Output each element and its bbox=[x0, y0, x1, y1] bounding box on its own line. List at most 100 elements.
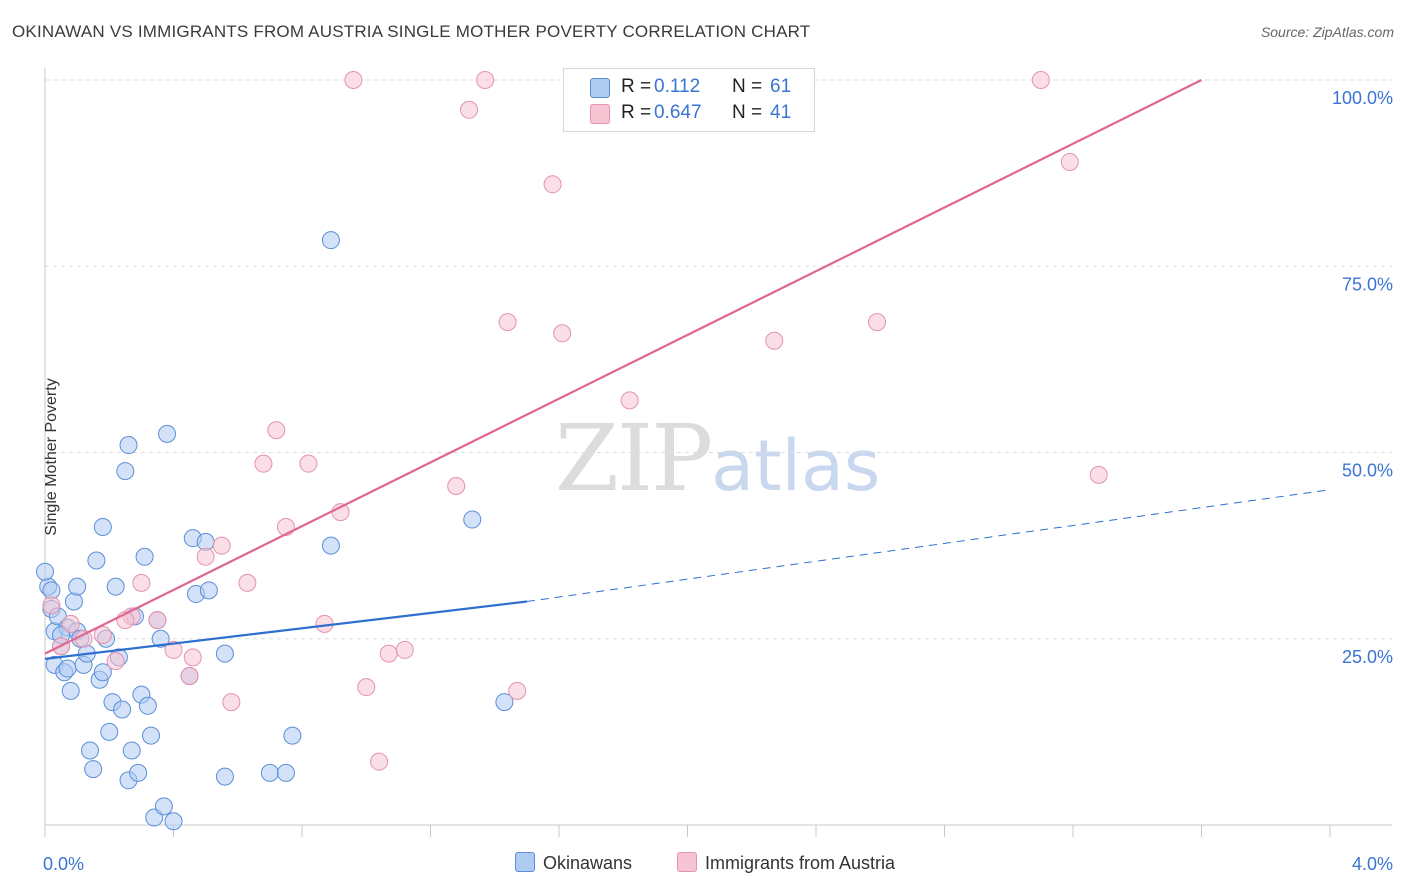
austria-point bbox=[765, 331, 784, 350]
austria-swatch bbox=[590, 104, 610, 124]
y-tick-label: 75.0% bbox=[1342, 274, 1393, 294]
x-tick-label: 4.0% bbox=[1352, 854, 1393, 874]
n-label: N = bbox=[732, 102, 763, 123]
r-label: R = bbox=[621, 102, 652, 123]
chart-title: OKINAWAN VS IMMIGRANTS FROM AUSTRIA SING… bbox=[12, 22, 811, 41]
okinawans-point bbox=[106, 577, 125, 596]
austria-point bbox=[132, 573, 151, 592]
austria-point bbox=[395, 640, 414, 659]
okinawans-point bbox=[84, 760, 103, 779]
austria-point bbox=[238, 573, 257, 592]
austria-point bbox=[267, 421, 286, 440]
okinawans-point bbox=[276, 763, 295, 782]
okinawans-point bbox=[36, 562, 54, 581]
austria-point bbox=[620, 391, 639, 410]
bottom-legend-austria[interactable]: Immigrants from Austria bbox=[677, 852, 895, 874]
r-value: 0.647 bbox=[654, 102, 702, 123]
okinawans-swatch bbox=[590, 78, 610, 98]
okinawans-point bbox=[283, 726, 302, 745]
austria-point bbox=[196, 547, 215, 566]
austria-point bbox=[508, 681, 527, 700]
austria-point bbox=[222, 693, 241, 712]
austria-point bbox=[183, 648, 202, 667]
austria-point bbox=[1089, 465, 1108, 484]
y-axis-label: Single Mother Poverty bbox=[43, 378, 60, 536]
okinawans-point bbox=[129, 763, 148, 782]
austria-point bbox=[164, 640, 183, 659]
watermark-atlas: atlas bbox=[711, 425, 881, 507]
r-value: 0.112 bbox=[654, 76, 701, 97]
y-tick-label: 25.0% bbox=[1342, 647, 1393, 667]
source-credit: Source: ZipAtlas.com bbox=[1260, 24, 1394, 40]
austria-point bbox=[370, 752, 389, 771]
austria-point bbox=[460, 100, 479, 119]
austria-point bbox=[106, 652, 125, 671]
stats-legend: R = 0.112 N = 61 R = 0.647 N = 41 bbox=[563, 68, 815, 132]
n-value: 41 bbox=[770, 102, 792, 123]
austria-point bbox=[254, 454, 273, 473]
okinawans-point bbox=[142, 726, 161, 745]
legend-row-austria: R = 0.647 N = 41 bbox=[564, 101, 814, 127]
austria-point bbox=[148, 611, 167, 630]
okinawans-point bbox=[158, 424, 177, 443]
x-tick-label: 0.0% bbox=[43, 854, 84, 874]
okinawans-point bbox=[463, 510, 482, 529]
okinawans-point bbox=[87, 551, 106, 570]
austria-point bbox=[212, 536, 231, 555]
okinawans-point bbox=[68, 577, 87, 596]
okinawans-point bbox=[321, 536, 340, 555]
n-label: N = bbox=[732, 76, 763, 97]
watermark-zip: ZIP bbox=[555, 405, 713, 512]
austria-point bbox=[180, 667, 199, 685]
austria-point bbox=[543, 175, 562, 194]
okinawans-point bbox=[93, 663, 112, 682]
okinawans-point bbox=[154, 797, 173, 816]
austria-point bbox=[93, 626, 112, 645]
okinawans-legend-label: Okinawans bbox=[543, 853, 633, 873]
okinawans-point bbox=[215, 767, 234, 786]
austria-point bbox=[299, 454, 318, 473]
austria-point bbox=[1060, 152, 1079, 171]
okinawans-point bbox=[58, 659, 77, 678]
okinawans-point bbox=[122, 741, 141, 760]
austria-point bbox=[42, 596, 61, 615]
okinawans-point bbox=[100, 722, 119, 741]
r-label: R = bbox=[621, 76, 652, 97]
austria-legend-swatch bbox=[677, 852, 697, 872]
okinawans-point bbox=[260, 763, 279, 782]
okinawans-point bbox=[495, 693, 514, 712]
okinawans-legend-swatch bbox=[515, 852, 535, 872]
okinawans-point bbox=[199, 581, 218, 600]
okinawans-point bbox=[138, 696, 157, 715]
austria-trendline bbox=[44, 79, 1202, 655]
okinawans-point bbox=[135, 547, 154, 566]
austria-point bbox=[357, 678, 376, 697]
austria-point bbox=[1031, 71, 1050, 89]
n-value: 61 bbox=[770, 76, 792, 97]
y-tick-label: 50.0% bbox=[1342, 461, 1393, 481]
austria-point bbox=[379, 644, 398, 663]
austria-point bbox=[344, 71, 363, 89]
okinawans-point bbox=[93, 518, 112, 536]
okinawans-point bbox=[116, 462, 135, 481]
okinawans-trendline bbox=[44, 600, 528, 660]
austria-point bbox=[476, 71, 495, 89]
okinawans-trendline-extension bbox=[526, 489, 1331, 602]
okinawans-point bbox=[215, 644, 234, 663]
austria-point bbox=[868, 313, 887, 332]
okinawans-point bbox=[61, 681, 80, 700]
y-tick-label: 100.0% bbox=[1332, 88, 1393, 108]
bottom-legend-okinawans[interactable]: Okinawans bbox=[515, 852, 632, 874]
okinawans-point bbox=[151, 629, 170, 648]
okinawans-point bbox=[321, 231, 340, 250]
okinawans-point bbox=[64, 592, 83, 611]
austria-point bbox=[61, 614, 80, 633]
okinawans-point bbox=[164, 812, 183, 831]
legend-row-okinawans: R = 0.112 N = 61 bbox=[564, 75, 814, 101]
okinawans-point bbox=[80, 741, 99, 760]
austria-point bbox=[498, 313, 517, 332]
austria-point bbox=[447, 477, 466, 496]
okinawans-point bbox=[113, 700, 132, 719]
austria-legend-label: Immigrants from Austria bbox=[705, 853, 896, 873]
